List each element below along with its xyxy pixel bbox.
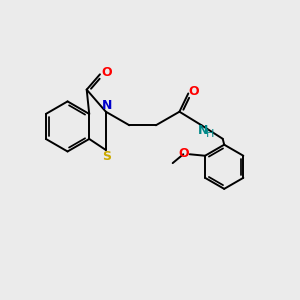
Text: O: O — [189, 85, 200, 98]
Text: O: O — [101, 66, 112, 80]
Text: H: H — [206, 129, 214, 139]
Text: S: S — [102, 150, 111, 163]
Text: O: O — [178, 147, 189, 160]
Text: N: N — [197, 124, 208, 137]
Text: N: N — [102, 99, 112, 112]
